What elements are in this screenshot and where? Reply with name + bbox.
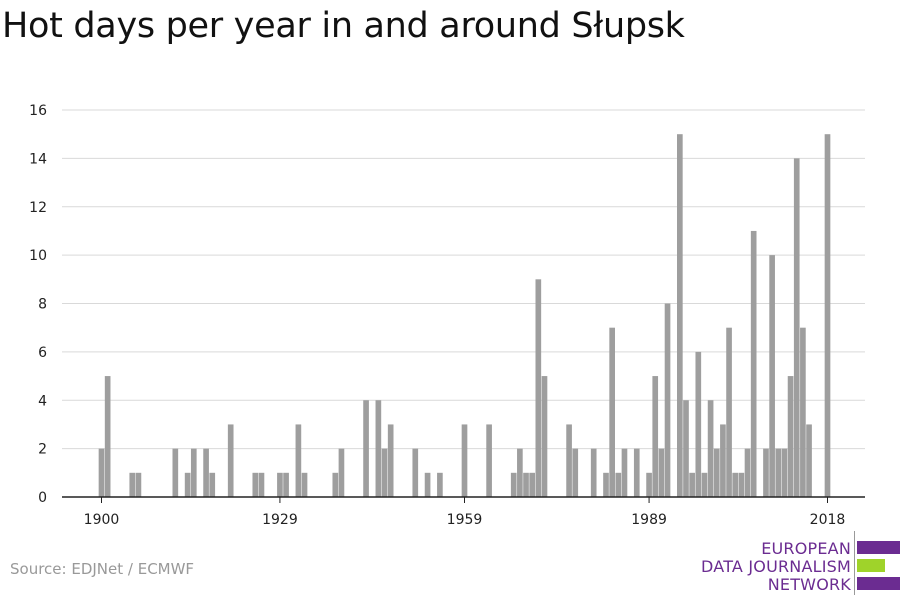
x-tick-label: 1900 (84, 512, 120, 528)
bar (664, 303, 671, 497)
bar (787, 376, 794, 497)
bar (104, 376, 111, 497)
bar (658, 448, 665, 498)
bar (793, 158, 800, 498)
bar (701, 472, 708, 497)
logo-bar-purple-bottom (857, 577, 900, 590)
bar (381, 448, 388, 498)
y-tick-label: 6 (38, 345, 47, 361)
logo-bar-green (857, 559, 885, 572)
bar (800, 327, 806, 497)
bar-chart: 0 2 4 6 8 10 12 14 16 1900 1929 1959 1989 2018 (29, 103, 865, 528)
y-tick-label: 2 (38, 442, 47, 458)
bar (461, 424, 468, 497)
bar (824, 134, 831, 497)
bar (338, 448, 345, 498)
chart-title: Hot days per year in and around Słupsk (2, 6, 685, 46)
x-tick-label: 1959 (447, 512, 483, 528)
bar (332, 472, 339, 497)
bar (510, 472, 517, 497)
bar (720, 424, 726, 497)
bar (412, 448, 419, 498)
bar (203, 448, 209, 498)
bar (172, 448, 179, 498)
bar (689, 472, 695, 497)
logo-divider (854, 531, 855, 595)
edjnet-logo: EUROPEAN DATA JOURNALISM NETWORK (700, 531, 900, 595)
bar (437, 472, 443, 497)
bar (713, 448, 720, 498)
bar (184, 472, 191, 497)
bar (227, 424, 234, 497)
bar (129, 472, 136, 497)
y-tick-label: 0 (38, 490, 47, 506)
y-tick-labels: 0 2 4 6 8 10 12 14 16 (29, 103, 47, 506)
bar (683, 400, 689, 497)
bar (135, 472, 142, 497)
bar (572, 448, 579, 498)
bar (209, 472, 216, 497)
bar (541, 376, 548, 497)
bar (744, 448, 751, 498)
bar (252, 472, 259, 497)
bar (603, 472, 609, 497)
bar (258, 472, 265, 497)
bar (590, 448, 597, 498)
bar (517, 448, 523, 498)
y-tick-label: 4 (38, 393, 47, 409)
bar (535, 279, 542, 497)
bar (424, 472, 431, 497)
x-tick-label: 2018 (810, 512, 846, 528)
bar (277, 472, 283, 497)
bar (732, 472, 739, 497)
bar (615, 472, 622, 497)
logo-line-3: NETWORK (767, 575, 851, 594)
bar (633, 448, 640, 498)
x-tick-label: 1929 (262, 512, 298, 528)
y-tick-label: 8 (38, 297, 47, 313)
bar (363, 400, 369, 497)
logo-line-1: EUROPEAN (761, 539, 851, 558)
bar (529, 472, 536, 497)
bar (295, 424, 302, 497)
bar (98, 448, 105, 498)
bar (283, 472, 289, 497)
bar (387, 424, 394, 497)
bar (781, 448, 788, 498)
logo-line-2: DATA JOURNALISM (701, 557, 851, 576)
bar (523, 472, 529, 497)
bars (98, 134, 831, 498)
bar (190, 448, 197, 498)
bar (769, 255, 775, 498)
bar (621, 448, 628, 498)
bar (726, 327, 732, 497)
y-tick-label: 10 (29, 248, 47, 264)
bar (646, 472, 652, 497)
y-tick-label: 12 (29, 200, 47, 216)
bar (677, 134, 683, 497)
bar (707, 400, 714, 497)
bar (486, 424, 492, 497)
bar (806, 424, 812, 497)
grid-lines (62, 109, 865, 450)
bar (750, 230, 757, 497)
source-note: Source: EDJNet / ECMWF (10, 560, 195, 578)
bar (301, 472, 308, 497)
bar (775, 448, 782, 498)
bar (738, 472, 745, 497)
x-axis (62, 496, 865, 503)
logo-bar-purple-top (857, 541, 900, 554)
bar (763, 448, 769, 498)
x-tick-label: 1989 (631, 512, 667, 528)
bar (566, 424, 572, 497)
bar (695, 351, 702, 498)
x-tick-labels: 1900 1929 1959 1989 2018 (84, 512, 846, 528)
y-tick-label: 14 (29, 151, 47, 167)
bar (652, 376, 659, 497)
bar (375, 400, 382, 497)
bar (609, 327, 615, 497)
y-tick-label: 16 (29, 103, 47, 119)
